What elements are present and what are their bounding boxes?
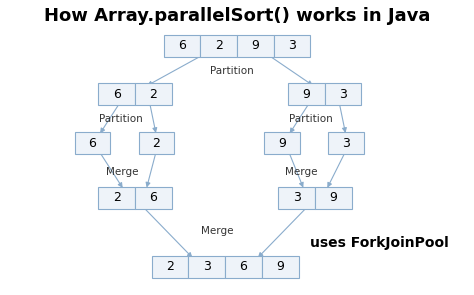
Text: Merge: Merge: [285, 167, 317, 177]
FancyBboxPatch shape: [200, 35, 237, 57]
FancyBboxPatch shape: [98, 187, 135, 209]
Text: 3: 3: [339, 88, 347, 101]
FancyBboxPatch shape: [262, 256, 299, 278]
Text: How Array.parallelSort() works in Java: How Array.parallelSort() works in Java: [44, 7, 430, 25]
Text: 9: 9: [278, 137, 286, 150]
FancyBboxPatch shape: [138, 132, 174, 154]
FancyBboxPatch shape: [264, 132, 300, 154]
FancyBboxPatch shape: [152, 256, 188, 278]
Text: 2: 2: [153, 137, 160, 150]
Text: Merge: Merge: [106, 167, 138, 177]
Text: 2: 2: [113, 191, 121, 204]
Text: Partition: Partition: [289, 114, 332, 124]
FancyBboxPatch shape: [328, 132, 364, 154]
Text: 6: 6: [89, 137, 96, 150]
Text: 2: 2: [215, 39, 223, 52]
FancyBboxPatch shape: [237, 35, 274, 57]
Text: 9: 9: [302, 88, 310, 101]
Text: 6: 6: [149, 191, 157, 204]
Text: Merge: Merge: [201, 226, 233, 236]
Text: 6: 6: [178, 39, 186, 52]
FancyBboxPatch shape: [135, 187, 172, 209]
Text: Partition: Partition: [99, 114, 143, 124]
Text: 9: 9: [276, 260, 284, 273]
Text: uses ForkJoinPool: uses ForkJoinPool: [310, 236, 448, 250]
Text: 9: 9: [329, 191, 337, 204]
FancyBboxPatch shape: [273, 35, 310, 57]
FancyBboxPatch shape: [135, 83, 172, 105]
Text: 2: 2: [166, 260, 174, 273]
FancyBboxPatch shape: [225, 256, 262, 278]
FancyBboxPatch shape: [75, 132, 110, 154]
Text: Partition: Partition: [210, 66, 254, 76]
Text: 6: 6: [113, 88, 121, 101]
FancyBboxPatch shape: [164, 35, 200, 57]
Text: 9: 9: [251, 39, 259, 52]
FancyBboxPatch shape: [325, 83, 361, 105]
Text: 3: 3: [293, 191, 301, 204]
Text: 2: 2: [149, 88, 157, 101]
FancyBboxPatch shape: [188, 256, 225, 278]
FancyBboxPatch shape: [315, 187, 352, 209]
FancyBboxPatch shape: [98, 83, 135, 105]
FancyBboxPatch shape: [279, 187, 315, 209]
Text: 3: 3: [342, 137, 350, 150]
FancyBboxPatch shape: [288, 83, 325, 105]
Text: 6: 6: [239, 260, 247, 273]
Text: 3: 3: [288, 39, 296, 52]
Text: 3: 3: [203, 260, 211, 273]
